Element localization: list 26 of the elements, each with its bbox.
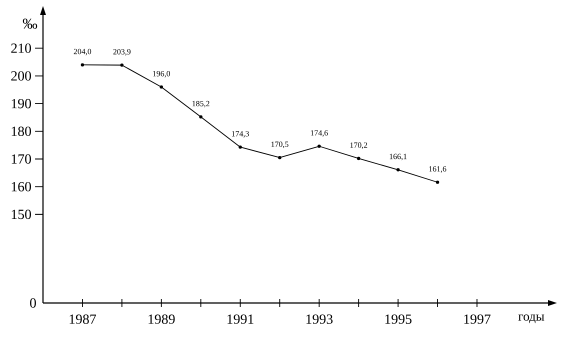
y-tick-label: 170 bbox=[12, 154, 31, 164]
x-tick-label: 1991 bbox=[228, 314, 254, 324]
y-tick-label: 160 bbox=[12, 182, 31, 192]
y-tick-label: 200 bbox=[11, 71, 31, 81]
point bbox=[436, 180, 440, 184]
point bbox=[199, 115, 202, 119]
x-tick-label: 1995 bbox=[385, 314, 412, 324]
point bbox=[356, 156, 360, 160]
point bbox=[396, 168, 400, 172]
y-tick-label: 180 bbox=[12, 126, 31, 136]
x-tick-label: 1989 bbox=[148, 314, 175, 324]
point bbox=[80, 63, 84, 66]
point bbox=[238, 145, 242, 149]
y-axis-title: ‰ bbox=[22, 18, 38, 29]
x-tick-label: 1987 bbox=[70, 314, 96, 324]
y-tick-label: 190 bbox=[12, 98, 31, 108]
y-tick-label: 210 bbox=[11, 44, 31, 53]
point bbox=[160, 85, 164, 89]
y-tick-label: 150 bbox=[12, 210, 31, 220]
point bbox=[278, 156, 282, 160]
point bbox=[120, 63, 124, 67]
x-tick-label: 1997 bbox=[464, 314, 491, 324]
x-tick-label: 1993 bbox=[306, 314, 333, 324]
point bbox=[318, 144, 321, 148]
x-axis-title: годы bbox=[518, 314, 544, 324]
text: 0 bbox=[30, 298, 36, 308]
